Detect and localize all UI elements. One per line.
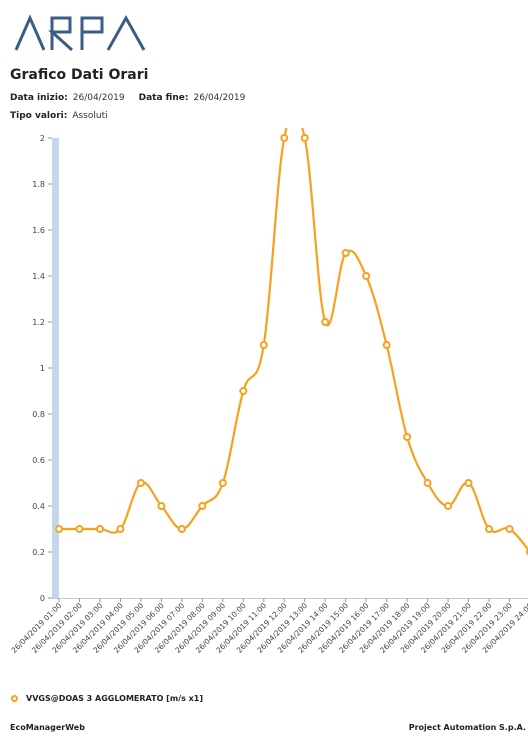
- data-point: [382, 341, 391, 349]
- chart-legend[interactable]: VVGS@DOAS 3 AGGLOMERATO [m/s x1]: [10, 694, 203, 703]
- y-tick-label: 1.2: [32, 318, 45, 327]
- y-tick-label: 1.6: [32, 226, 45, 235]
- value-type-label: Tipo valori:: [10, 111, 68, 121]
- y-tick-label: 0.6: [32, 456, 45, 465]
- y-tick-label: 0.8: [32, 410, 45, 419]
- data-point: [300, 134, 309, 142]
- start-date-label: Data inizio:: [10, 93, 68, 103]
- data-point: [341, 249, 350, 257]
- data-point: [157, 502, 166, 510]
- data-point: [321, 318, 330, 326]
- y-tick-label: 0: [40, 594, 45, 603]
- date-range: Data inizio: 26/04/2019 Data fine: 26/04/20…: [10, 93, 259, 103]
- y-tick-label: 1.8: [32, 180, 45, 189]
- arpa-logo: [10, 6, 156, 58]
- data-point: [177, 525, 186, 533]
- y-tick-label: 1: [40, 364, 45, 373]
- y-axis-band: [52, 138, 59, 598]
- data-point: [464, 479, 473, 487]
- y-tick-label: 0.2: [32, 548, 45, 557]
- data-point: [75, 525, 84, 533]
- footer-app-name: EcoManagerWeb: [10, 723, 85, 732]
- end-date-label: Data fine:: [138, 93, 189, 103]
- data-point: [280, 134, 289, 142]
- data-point: [95, 525, 104, 533]
- data-point: [136, 479, 145, 487]
- data-point: [116, 525, 125, 533]
- arpa-logo-mark: [14, 14, 146, 52]
- data-point: [218, 479, 227, 487]
- legend-marker-icon: [11, 695, 18, 702]
- data-point: [55, 525, 63, 533]
- data-point: [423, 479, 432, 487]
- data-point: [403, 433, 412, 441]
- data-point: [485, 525, 494, 533]
- data-point: [505, 525, 514, 533]
- value-type-value: Assoluti: [72, 111, 108, 121]
- legend-label: VVGS@DOAS 3 AGGLOMERATO [m/s x1]: [26, 694, 204, 703]
- start-date-value: 26/04/2019: [72, 93, 125, 103]
- page-title: Grafico Dati Orari: [10, 67, 149, 83]
- data-point: [239, 387, 248, 395]
- value-type: Tipo valori: Assoluti: [10, 111, 122, 121]
- data-point: [259, 341, 268, 349]
- footer-company: Project Automation S.p.A.: [408, 723, 526, 732]
- end-date-value: 26/04/2019: [193, 93, 246, 103]
- y-tick-label: 1.4: [32, 272, 45, 281]
- data-point: [444, 502, 453, 510]
- series-line: [59, 128, 528, 552]
- y-tick-label: 2: [40, 134, 45, 143]
- y-tick-label: 0.4: [32, 502, 45, 511]
- data-point: [198, 502, 207, 510]
- data-point: [362, 272, 371, 280]
